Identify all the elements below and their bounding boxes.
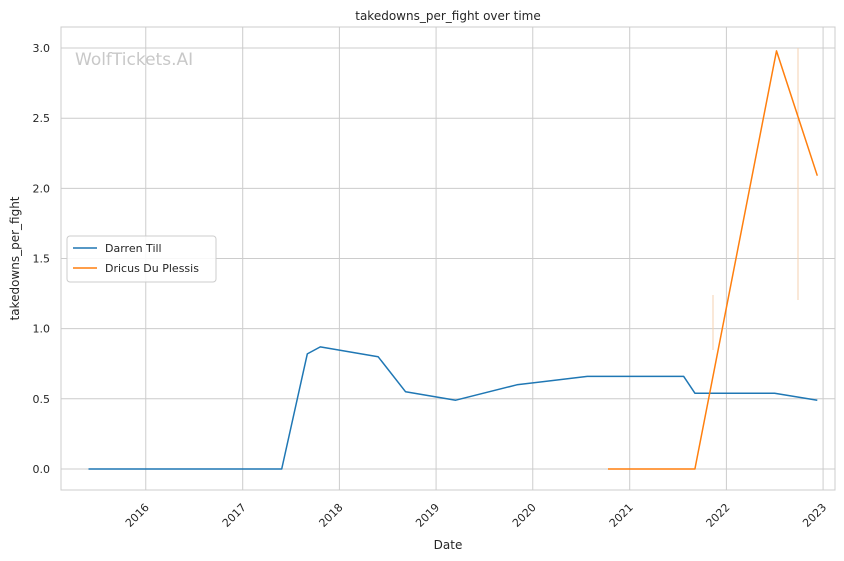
y-tick-labels: 0.0 0.5 1.0 1.5 2.0 2.5 3.0: [33, 42, 51, 476]
series-lines: [88, 50, 819, 470]
y-tick-label: 0.0: [33, 463, 51, 476]
chart-title: takedowns_per_fight over time: [355, 9, 541, 23]
x-tick-labels: 2016 2017 2018 2019 2020 2021 2022 2023: [123, 501, 829, 530]
legend-box: [66, 235, 217, 283]
legend-label: Dricus Du Plessis: [105, 262, 199, 275]
faint-lines: [712, 48, 799, 350]
watermark: WolfTickets.AI: [75, 50, 193, 70]
x-tick-label: 2016: [123, 501, 152, 530]
y-tick-label: 3.0: [33, 42, 51, 55]
x-axis-label: Date: [434, 538, 463, 552]
legend-label: Darren Till: [105, 242, 162, 255]
y-tick-label: 2.5: [33, 112, 51, 125]
x-tick-label: 2021: [607, 501, 636, 530]
x-tick-label: 2017: [220, 501, 249, 530]
y-tick-label: 0.5: [33, 393, 51, 406]
x-tick-label: 2023: [800, 501, 829, 530]
series-line-dricus-du-plessis: [608, 50, 819, 470]
plot-frame: [60, 26, 836, 491]
x-tick-label: 2018: [317, 501, 346, 530]
legend: Darren Till Dricus Du Plessis: [66, 235, 217, 283]
x-tick-label: 2022: [704, 501, 733, 530]
y-tick-label: 1.0: [33, 323, 51, 336]
x-tick-label: 2019: [413, 501, 442, 530]
series-line-darren-till: [88, 346, 818, 470]
y-axis-label: takedowns_per_fight: [8, 196, 22, 320]
x-tick-label: 2020: [510, 501, 539, 530]
y-tick-label: 1.5: [33, 253, 51, 266]
y-tick-label: 2.0: [33, 182, 51, 195]
